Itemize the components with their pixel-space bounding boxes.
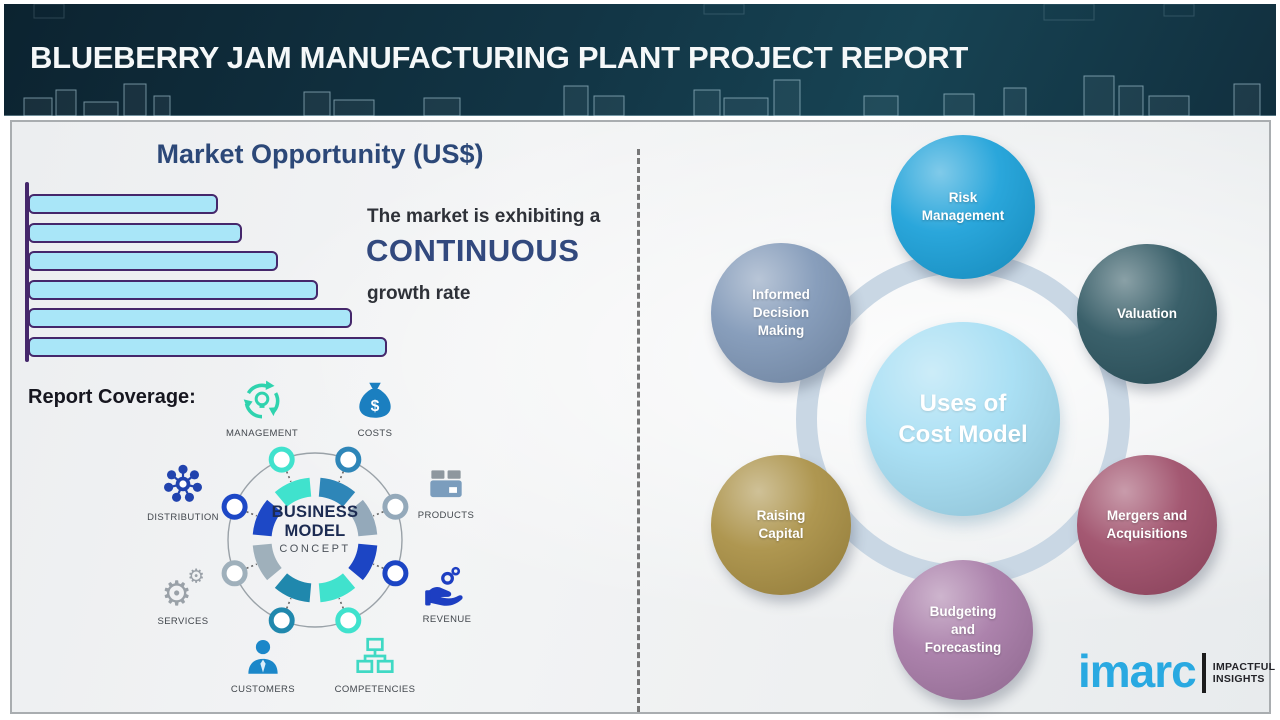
bar-chart-bar	[28, 251, 278, 271]
network-hub-icon	[164, 464, 202, 502]
hand-coins-icon	[425, 566, 463, 606]
bubble-gloss	[891, 135, 1035, 279]
coverage-item-products: PRODUCTS	[381, 462, 511, 521]
bar-chart-bar	[28, 223, 242, 243]
growth-statement-line3: growth rate	[367, 283, 471, 304]
coverage-item-label: CUSTOMERS	[230, 684, 296, 695]
svg-text:⚙: ⚙	[188, 564, 205, 587]
cost-model-bubble-budgeting-forecasting: Budgeting and Forecasting	[893, 560, 1033, 700]
bubble-label: Valuation	[1116, 305, 1177, 321]
cost-model-center-bubble: Uses of Cost Model	[866, 322, 1060, 516]
bubble-gloss	[893, 560, 1033, 700]
imarc-logo-divider-bar	[1201, 653, 1206, 693]
svg-text:⚙: ⚙	[161, 574, 192, 612]
bar-chart-bar	[28, 308, 352, 328]
header-banner: BLUEBERRY JAM MANUFACTURING PLANT PROJEC…	[4, 4, 1276, 116]
business-model-center-label: BUSINESS MODEL CONCEPT	[240, 503, 390, 555]
gears-icon: ⚙ ⚙	[161, 564, 205, 612]
report-coverage-heading: Report Coverage:	[28, 386, 196, 408]
growth-statement-line1: The market is exhibiting a	[367, 206, 601, 227]
bubble-gloss	[1077, 455, 1217, 595]
city-skyline-graphic	[4, 75, 1276, 116]
person-icon	[248, 639, 278, 674]
coverage-item-label: DISTRIBUTION	[147, 512, 219, 523]
coverage-item-competencies: COMPETENCIES	[310, 634, 440, 695]
tagline-line1: IMPACTFUL	[1212, 660, 1276, 673]
box-icon	[430, 470, 462, 498]
page-title: BLUEBERRY JAM MANUFACTURING PLANT PROJEC…	[30, 40, 969, 75]
coverage-item-services: ⚙ ⚙ SERVICES	[118, 562, 248, 627]
imarc-logo-tagline: IMPACTFUL INSIGHTS	[1213, 661, 1276, 685]
bubble-label: Budgeting and Forecasting	[924, 603, 1002, 656]
bubble-label: Raising Capital	[756, 507, 806, 541]
tagline-line2: INSIGHTS	[1212, 673, 1265, 685]
cost-model-bubble-mergers-acquisitions: Mergers and Acquisitions	[1077, 455, 1217, 595]
bubble-gloss	[711, 455, 851, 595]
imarc-logo-wordmark: imarc	[1078, 645, 1197, 697]
coverage-item-label: COSTS	[357, 428, 393, 439]
coverage-item-label: COMPETENCIES	[334, 684, 416, 695]
coverage-item-customers: CUSTOMERS	[198, 634, 328, 695]
business-model-ring-diagram	[221, 446, 409, 634]
business-model-word3: CONCEPT	[279, 542, 351, 555]
bubble-gloss	[1077, 244, 1217, 384]
coverage-item-distribution: DISTRIBUTION	[118, 460, 248, 523]
coverage-item-label: REVENUE	[422, 614, 472, 625]
coverage-item-management: MANAGEMENT	[197, 378, 327, 439]
bubble-gloss	[711, 243, 851, 383]
bubble-label: Mergers and Acquisitions	[1106, 507, 1188, 541]
bubble-gloss	[866, 322, 1060, 516]
org-chart-icon	[356, 637, 394, 673]
imarc-logo: imarc IMPACTFUL INSIGHTS	[1078, 648, 1275, 694]
cost-model-center-label: Uses of Cost Model	[898, 389, 1028, 448]
city-skyline-top-graphic	[33, 4, 1195, 21]
cost-model-bubble-raising-capital: Raising Capital	[711, 455, 851, 595]
bar-chart-bar	[28, 194, 218, 214]
money-bag-icon: $	[359, 382, 391, 418]
cost-model-bubble-informed-decision: Informed Decision Making	[711, 243, 851, 383]
dashed-divider	[637, 149, 640, 712]
svg-text:$: $	[371, 398, 380, 415]
growth-statement-emphasis: CONTINUOUS	[366, 233, 580, 268]
bubble-label: Informed Decision Making	[752, 286, 810, 339]
coverage-item-label: SERVICES	[157, 616, 209, 627]
business-model-word1: BUSINESS	[271, 503, 359, 521]
coverage-item-costs: $ COSTS	[310, 378, 440, 439]
business-model-word2: MODEL	[284, 521, 346, 540]
cost-model-bubble-risk-management: Risk Management	[891, 135, 1035, 279]
coverage-item-label: MANAGEMENT	[225, 428, 299, 439]
bubble-label: Risk Management	[921, 189, 1005, 223]
bar-chart-axis	[25, 182, 29, 362]
cost-model-bubble-valuation: Valuation	[1077, 244, 1217, 384]
coverage-item-revenue: REVENUE	[382, 564, 512, 625]
market-opportunity-title: Market Opportunity (US$)	[156, 139, 484, 169]
bar-chart-bar	[28, 337, 387, 357]
bar-chart-bar	[28, 280, 318, 300]
coverage-item-label: PRODUCTS	[417, 510, 475, 521]
management-cycle-icon	[243, 380, 280, 419]
